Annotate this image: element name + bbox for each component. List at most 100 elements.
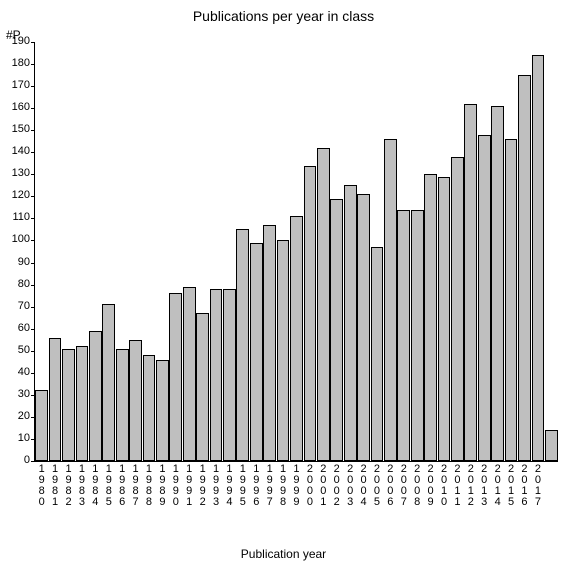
y-tick-mark [31,307,35,308]
bar [545,430,558,461]
x-tick-label: 2 0 0 7 [399,464,409,508]
y-tick-label: 10 [18,432,30,444]
x-tick-label: 2 0 1 5 [506,464,516,508]
bar [250,243,263,461]
bar [223,289,236,461]
x-tick-label: 2 0 1 7 [533,464,543,508]
x-tick: 2 0 0 6 [384,461,397,521]
bar [424,174,437,461]
x-tick-label: 1 9 8 5 [104,464,114,508]
bar [116,349,129,461]
bar [438,177,451,461]
bar [183,287,196,461]
x-tick: 1 9 9 6 [250,461,263,521]
x-tick: 1 9 9 2 [196,461,209,521]
bar [49,338,62,461]
x-tick: 1 9 9 1 [183,461,196,521]
bar [210,289,223,461]
y-tick-mark [31,174,35,175]
bar [277,240,290,461]
y-tick-label: 170 [12,79,30,91]
bar [371,247,384,461]
x-tick-label: 1 9 8 1 [50,464,60,508]
y-tick-mark [31,373,35,374]
x-tick: 1 9 8 4 [89,461,102,521]
x-tick: 2 0 0 3 [343,461,356,521]
x-tick: 1 9 8 8 [142,461,155,521]
x-tick: 2 0 0 0 [303,461,316,521]
bar [532,55,545,461]
x-tick-label: 1 9 8 6 [117,464,127,508]
y-tick-label: 90 [18,256,30,268]
y-tick-label: 50 [18,344,30,356]
y-tick-mark [31,351,35,352]
x-tick-label: 2 0 1 2 [466,464,476,508]
bar [357,194,370,461]
bar [196,313,209,461]
x-tick-label: 1 9 9 8 [278,464,288,508]
x-tick-label: 2 0 0 3 [345,464,355,508]
x-tick-label: 1 9 9 6 [251,464,261,508]
y-tick-label: 0 [24,454,30,466]
y-tick-label: 60 [18,322,30,334]
y-tick-mark [31,108,35,109]
y-tick-label: 80 [18,278,30,290]
x-tick-label: 2 0 0 9 [426,464,436,508]
x-tick-label: 1 9 8 0 [37,464,47,508]
bar [62,349,75,461]
bar [491,106,504,461]
y-tick-label: 40 [18,366,30,378]
y-tick-mark [31,263,35,264]
x-tick: 2 0 1 3 [478,461,491,521]
y-tick-label: 120 [12,189,30,201]
x-tick-label: 2 0 1 0 [439,464,449,508]
x-tick: 1 9 8 6 [115,461,128,521]
y-tick-mark [31,329,35,330]
x-tick-label: 2 0 0 2 [332,464,342,508]
x-tick: 2 0 0 2 [330,461,343,521]
x-tick: 1 9 9 0 [169,461,182,521]
bar [384,139,397,461]
y-tick-mark [31,152,35,153]
bar [156,360,169,461]
y-tick-label: 20 [18,410,30,422]
x-tick-label: 1 9 9 9 [291,464,301,508]
x-axis-label: Publication year [0,547,567,561]
x-tick: 2 0 1 1 [451,461,464,521]
y-tick-mark [31,285,35,286]
bar [89,331,102,461]
y-tick-label: 190 [12,35,30,47]
x-tick: 2 0 1 4 [491,461,504,521]
x-tick-label: 1 9 8 7 [131,464,141,508]
x-tick-label: 1 9 9 5 [238,464,248,508]
x-tick: 2 0 1 6 [518,461,531,521]
x-tick-label: 2 0 0 6 [385,464,395,508]
y-tick-mark [31,42,35,43]
y-tick-mark [31,417,35,418]
x-tick-label: 2 0 0 0 [305,464,315,508]
x-tick: 1 9 8 5 [102,461,115,521]
x-tick-label: 2 0 1 6 [519,464,529,508]
x-tick: 2 0 0 9 [424,461,437,521]
y-tick-mark [31,64,35,65]
x-tick: 1 9 9 7 [263,461,276,521]
x-tick: 1 9 9 4 [223,461,236,521]
x-tick: 1 9 8 9 [156,461,169,521]
bar [317,148,330,461]
bar [478,135,491,461]
y-tick-label: 150 [12,123,30,135]
bar [464,104,477,461]
bar [169,293,182,461]
bar [102,304,115,461]
x-tick: 1 9 8 7 [129,461,142,521]
x-tick: 1 9 8 0 [35,461,48,521]
bar [129,340,142,461]
bar [518,75,531,461]
x-tick-label: 1 9 9 0 [171,464,181,508]
x-tick-label: 2 0 0 4 [359,464,369,508]
x-tick: 2 0 1 0 [437,461,450,521]
x-tick: 2 0 0 1 [317,461,330,521]
bar [330,199,343,461]
x-tick-label: 1 9 9 2 [198,464,208,508]
x-tick-label: 1 9 9 7 [265,464,275,508]
